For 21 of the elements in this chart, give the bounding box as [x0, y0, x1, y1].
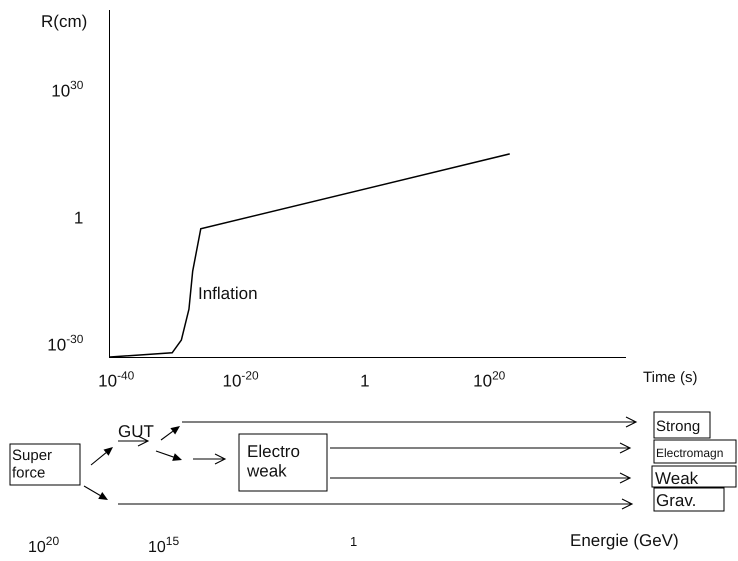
- text: 10$^{15}$: [148, 534, 180, 556]
- x-tick-label: 10$^{20}$: [473, 368, 506, 391]
- x-tick-label: 10$^{-20}$: [222, 368, 259, 391]
- y-tick-label: 10$^{30}$: [51, 78, 84, 100]
- x-axis-title: Time (s): [643, 369, 698, 386]
- text: Grav.: [656, 491, 696, 510]
- annotation: Inflation: [198, 284, 258, 303]
- y-axis-title: R(cm): [41, 12, 88, 31]
- text: Electromagn: [656, 446, 724, 460]
- text: Electro weak: [246, 442, 300, 481]
- text: GUT: [118, 422, 154, 441]
- y-tick-label: 1: [74, 208, 84, 228]
- text: 1: [350, 534, 358, 549]
- y-tick-label: 10$^{-30}$: [47, 332, 84, 354]
- text: Weak: [655, 469, 699, 488]
- text: Energie (GeV): [570, 531, 679, 550]
- text: 10$^{20}$: [28, 534, 60, 556]
- text: Super force: [12, 447, 52, 482]
- x-tick-label: 1: [360, 372, 370, 391]
- x-tick-label: 10$^{-40}$: [98, 368, 135, 391]
- text: Strong: [656, 418, 700, 435]
